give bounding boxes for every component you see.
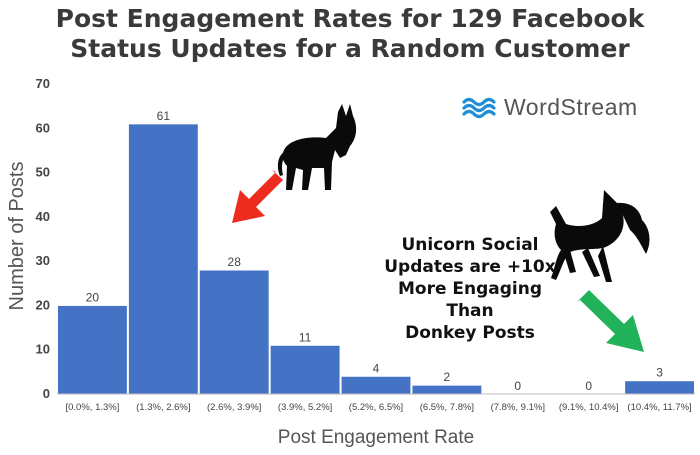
bar (57, 304, 128, 395)
x-tick-label: (2.6%, 3.9%] (207, 402, 261, 413)
x-tick-label: (10.4%, 11.7%] (627, 402, 691, 413)
y-tick-label: 10 (36, 342, 50, 357)
wordstream-logo: WordStream (462, 94, 638, 121)
y-tick-label: 0 (43, 386, 50, 401)
data-label: 3 (656, 366, 663, 380)
bar (624, 380, 695, 395)
annotation-line-2: Updates are +10x (384, 257, 556, 277)
wordstream-wave-icon (462, 97, 496, 118)
y-tick-label: 50 (36, 165, 50, 180)
x-tick-label: (3.9%, 5.2%] (278, 402, 332, 413)
x-tick-label: (7.8%, 9.1%] (491, 402, 545, 413)
bar (340, 375, 412, 395)
y-tick-label: 60 (36, 120, 50, 135)
logo-text: WordStream (504, 94, 638, 120)
y-tick-label: 70 (36, 76, 50, 91)
bar (269, 344, 341, 395)
y-tick-label: 20 (36, 297, 50, 312)
bars-group (57, 123, 695, 395)
x-tick-label: [0.0%, 1.3%] (66, 402, 120, 413)
y-axis: 0 10 20 30 40 50 60 70 (36, 76, 50, 401)
y-axis-label: Number of Posts (6, 162, 28, 311)
bar (198, 269, 270, 395)
data-label: 11 (299, 330, 312, 344)
data-label: 28 (228, 255, 242, 269)
unicorn-annotation: Unicorn Social Updates are +10x More Eng… (376, 234, 564, 344)
data-label: 61 (157, 109, 171, 123)
data-label: 20 (86, 290, 100, 304)
title-line-2: Status Updates for a Random Customer (70, 34, 630, 63)
annotation-line-4: Donkey Posts (405, 323, 535, 343)
y-tick-label: 30 (36, 253, 50, 268)
category-labels-group: [0.0%, 1.3%] (1.3%, 2.6%] (2.6%, 3.9%] (3.9… (66, 402, 692, 413)
data-label: 4 (373, 361, 380, 375)
annotation-line-1: Unicorn Social (401, 235, 539, 255)
x-axis-label: Post Engagement Rate (278, 427, 474, 448)
y-tick-label: 40 (36, 209, 50, 224)
data-label: 2 (444, 370, 451, 384)
title-line-1: Post Engagement Rates for 129 Facebook (55, 4, 645, 33)
red-arrow-icon (232, 170, 283, 223)
chart-title: Post Engagement Rates for 129 Facebook S… (0, 4, 700, 64)
bar (411, 384, 483, 395)
data-label: 0 (514, 379, 521, 393)
annotation-line-3: More Engaging Than (397, 279, 543, 321)
bar (127, 123, 199, 395)
x-tick-label: (6.5%, 7.8%] (420, 402, 474, 413)
x-tick-label: (5.2%, 6.5%] (349, 402, 403, 413)
x-tick-label: (1.3%, 2.6%] (136, 402, 190, 413)
green-arrow-icon (577, 290, 644, 352)
x-tick-label: (9.1%, 10.4%] (559, 402, 619, 413)
donkey-icon (277, 104, 357, 190)
data-label: 0 (585, 379, 592, 393)
unicorn-icon (550, 190, 650, 282)
